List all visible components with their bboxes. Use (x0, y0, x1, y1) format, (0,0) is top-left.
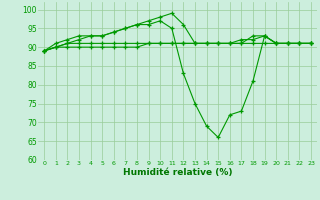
X-axis label: Humidité relative (%): Humidité relative (%) (123, 168, 232, 177)
